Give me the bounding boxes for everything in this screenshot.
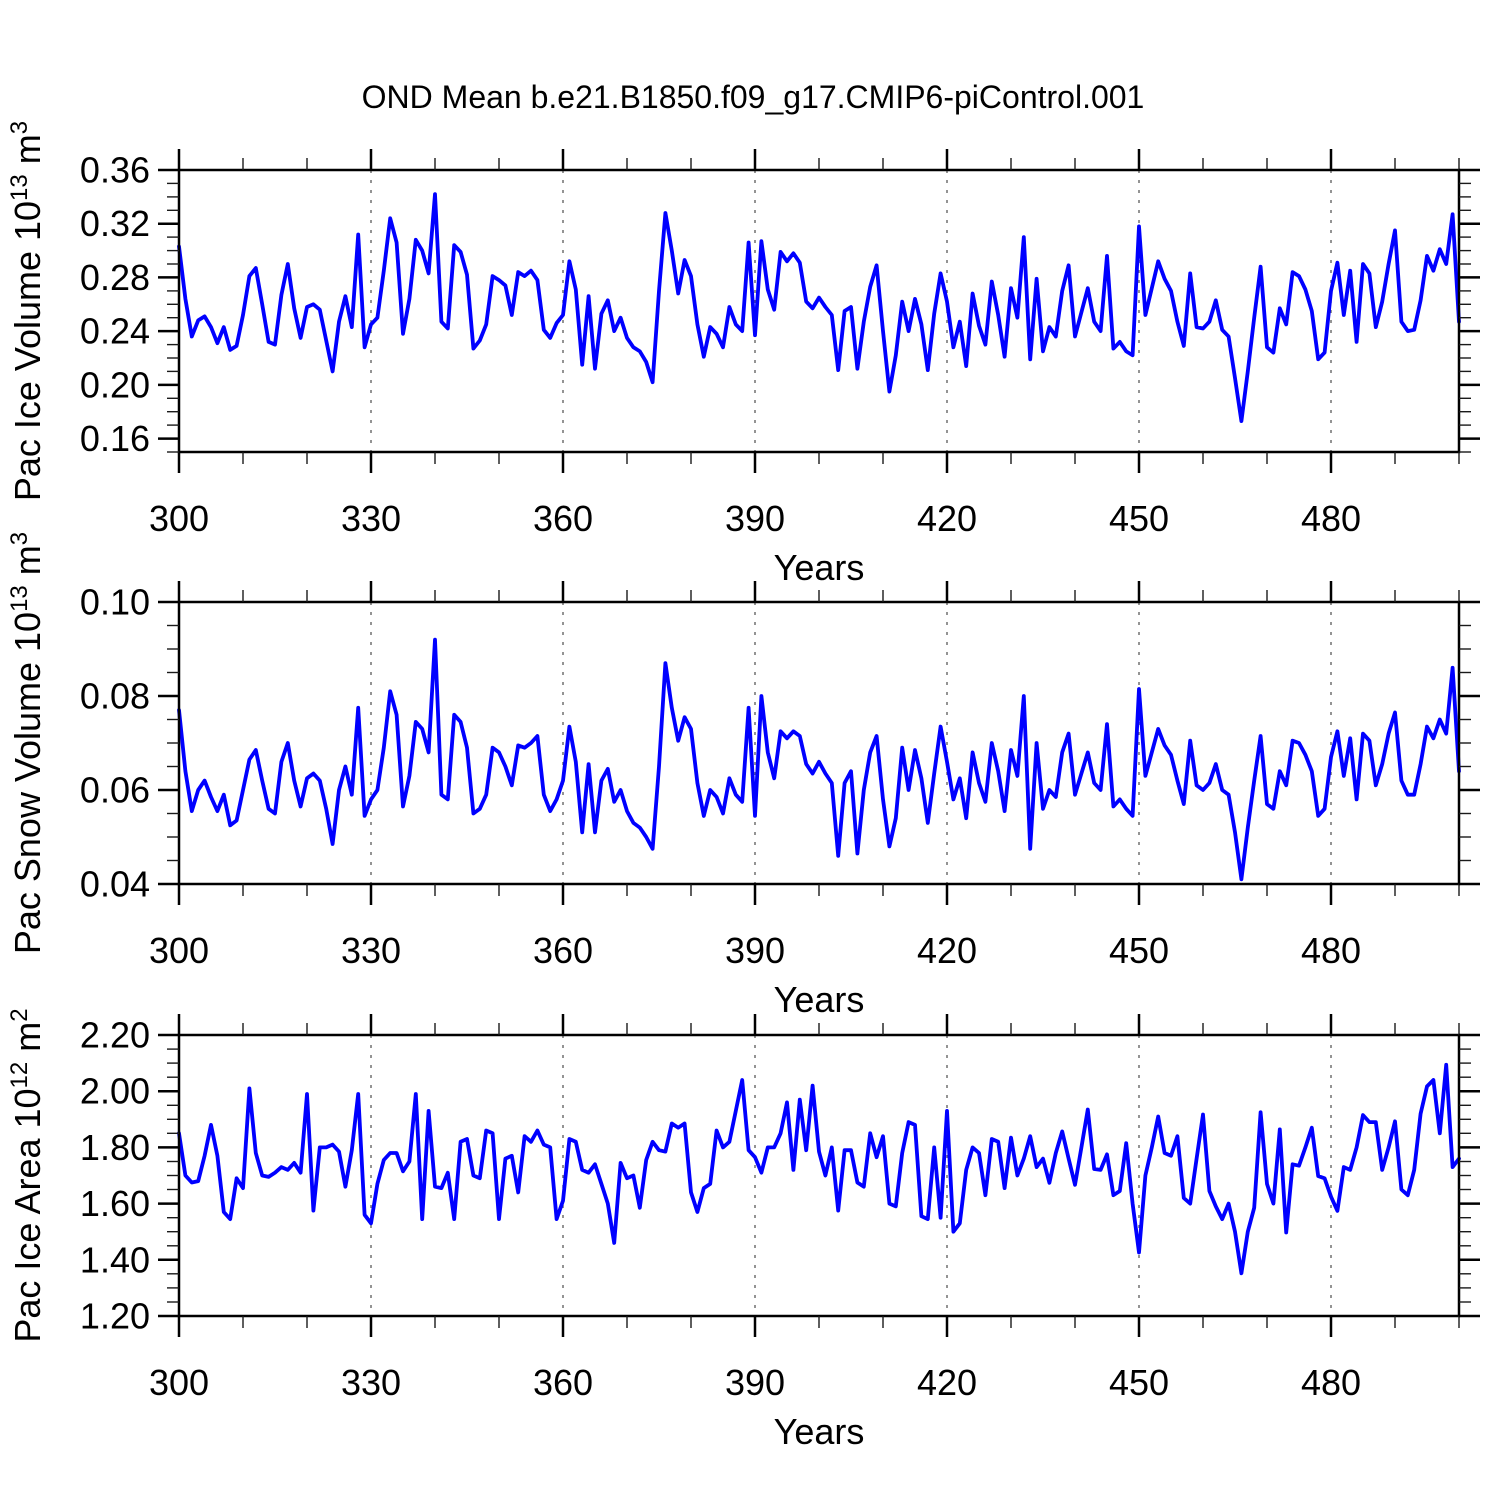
x-tick-label: 330 [341,498,401,539]
y-tick-label: 0.08 [80,676,150,717]
x-tick-label: 480 [1301,498,1361,539]
y-tick-label: 0.24 [80,311,150,352]
x-tick-label: 420 [917,1362,977,1403]
x-axis-title: Years [774,547,865,588]
series-line-pac-ice-area [177,1062,1461,1276]
x-tick-label: 450 [1109,930,1169,971]
series-line-pac-snow-volume [177,637,1461,882]
x-tick-label: 330 [341,930,401,971]
x-tick-label: 360 [533,930,593,971]
x-tick-label: 420 [917,498,977,539]
y-tick-label: 0.28 [80,257,150,298]
x-tick-label: 450 [1109,498,1169,539]
x-tick-label: 300 [149,498,209,539]
y-tick-label: 1.80 [80,1127,150,1168]
x-tick-label: 420 [917,930,977,971]
y-tick-label: 0.04 [80,864,150,905]
y-axis-title: Pac Ice Volume 1013 m3 [6,121,48,501]
x-tick-label: 360 [533,498,593,539]
y-tick-label: 0.20 [80,364,150,405]
y-axis-title: Pac Snow Volume 1013 m3 [6,532,48,954]
panel-pac-ice-area: 300 330 360 390 420 450 480 1.20 1.40 1.60 1.80 2.0… [6,1008,1480,1452]
x-tick-label: 300 [149,1362,209,1403]
y-tick-label: 0.16 [80,418,150,459]
panel-pac-ice-volume: 300 330 360 390 420 450 480 0.16 0.20 0.24 0.28 0.3… [6,121,1480,588]
y-tick-label: 1.60 [80,1183,150,1224]
y-tick-label: 2.00 [80,1071,150,1112]
y-axis-title: Pac Ice Area 1012 m2 [6,1008,48,1342]
y-tick-label: 1.40 [80,1239,150,1280]
x-axis-title: Years [774,1411,865,1452]
panels-container: 300 330 360 390 420 450 480 0.16 0.20 0.24 0.28 0.3… [6,121,1480,1452]
series-line-pac-ice-volume [177,192,1461,424]
x-tick-label: 390 [725,498,785,539]
panel-pac-snow-volume: 300 330 360 390 420 450 480 0.04 0.06 0.08 0.10 Yea… [6,532,1480,1020]
x-tick-label: 390 [725,1362,785,1403]
x-tick-label: 480 [1301,930,1361,971]
x-tick-label: 450 [1109,1362,1169,1403]
y-tick-label: 2.20 [80,1015,150,1056]
chart-title: OND Mean b.e21.B1850.f09_g17.CMIP6-piCon… [362,79,1145,115]
x-tick-label: 300 [149,930,209,971]
y-tick-label: 0.36 [80,150,150,191]
x-tick-label: 330 [341,1362,401,1403]
y-tick-label: 1.20 [80,1296,150,1337]
y-tick-label: 0.32 [80,203,150,244]
x-tick-label: 390 [725,930,785,971]
x-tick-label: 480 [1301,1362,1361,1403]
x-tick-label: 360 [533,1362,593,1403]
y-tick-label: 0.06 [80,770,150,811]
x-axis-title: Years [774,979,865,1020]
y-tick-label: 0.10 [80,582,150,623]
